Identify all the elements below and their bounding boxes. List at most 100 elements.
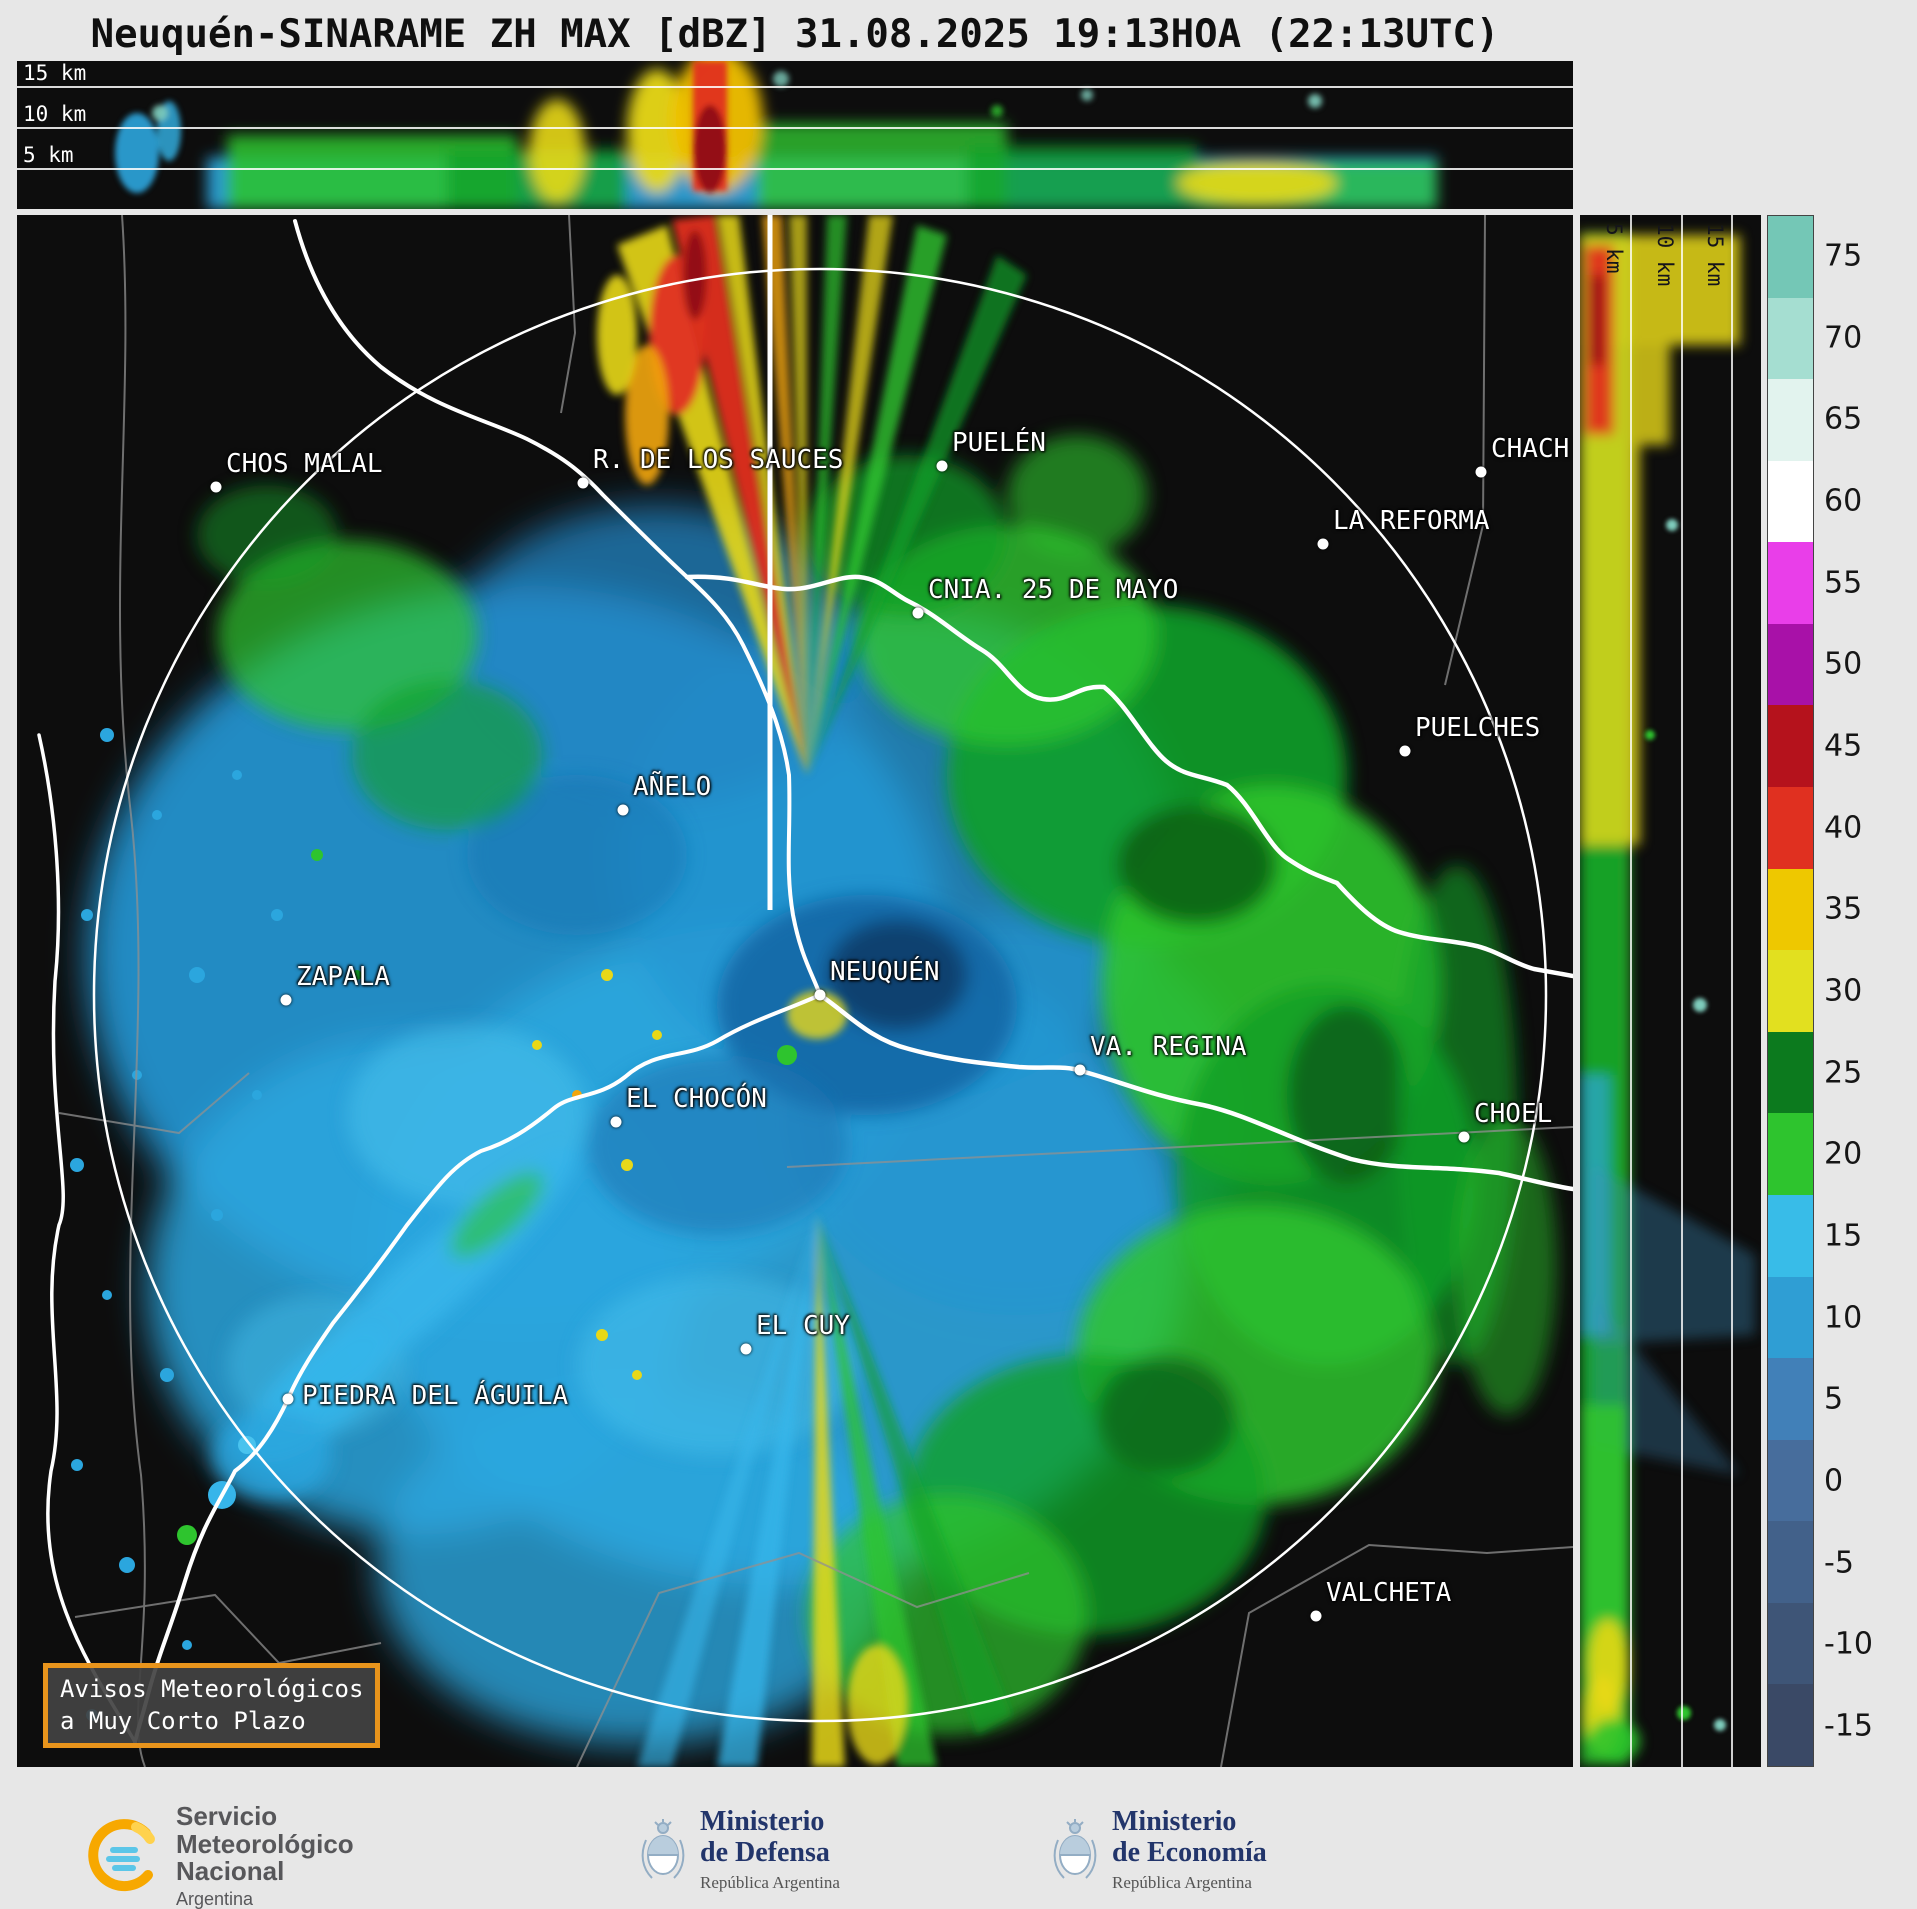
colorbar-segment [1768,868,1813,951]
colorbar-segment [1768,1358,1813,1440]
economia-subtitle: República Argentina [1112,1872,1252,1892]
colorbar-tick: 30 [1824,973,1863,1009]
city-marker [610,1116,622,1128]
colorbar-tick: 40 [1824,810,1863,846]
colorbar-tick: 75 [1824,238,1863,274]
top-echo-blobs [207,61,1437,209]
defensa-subtitle: República Argentina [700,1872,840,1892]
colorbar-tick: -15 [1824,1708,1873,1744]
city-label: EL CHOCÓN [626,1084,767,1114]
smn-logo-icon [88,1819,155,1892]
altitude-gridline [1630,215,1632,1767]
city-marker [740,1343,752,1355]
colorbar-segment [1768,1113,1813,1195]
city-label: CHACH [1491,434,1570,464]
right-cross-section-panel: 5 km 10 km 15 km [1580,215,1761,1767]
colorbar-segment [1768,1031,1813,1114]
warning-box[interactable]: Avisos Meteorológicos a Muy Corto Plazo [43,1663,381,1749]
radar-map-art [17,215,1573,1767]
right-cross-section-echoes [1580,215,1761,1767]
city-label: R. DE LOS SAUCES [593,445,844,475]
colorbar-tick: 50 [1824,646,1863,682]
city-label: VALCHETA [1326,1578,1452,1608]
city-marker [1399,745,1411,757]
city-label: ZAPALA [296,962,390,992]
top-cross-section-echoes [17,61,1573,209]
city-label: NEUQUÉN [830,957,940,987]
city-label: CNIA. 25 DE MAYO [928,575,1179,605]
colorbar-segment [1768,623,1813,706]
colorbar-segment [1768,379,1813,461]
altitude-label: 10 km [23,102,87,126]
city-label: CHOEL [1474,1099,1553,1129]
colorbar-segment [1768,542,1813,624]
right-echo-specks [1645,519,1726,1731]
defensa-name-line-1: Ministerio [700,1806,825,1837]
colorbar-tick: 15 [1824,1218,1863,1254]
city-marker [617,804,629,816]
colorbar-tick: -5 [1824,1545,1854,1581]
colorbar-segment [1768,1439,1813,1522]
colorbar-tick: 55 [1824,565,1863,601]
altitude-gridline [1681,215,1683,1767]
altitude-label: 5 km [1602,223,1626,274]
coat-of-arms-icon [641,1818,685,1879]
province-borders [58,215,1573,1767]
city-marker [1317,538,1329,550]
colorbar-tick: 45 [1824,728,1863,764]
city-label: CHOS MALAL [226,449,383,479]
colorbar-tick: 10 [1824,1300,1863,1336]
colorbar-tick-labels: 75 70 65 60 55 50 45 40 35 30 25 20 15 10 5 0 -5 -10 -15 [1824,215,1914,1767]
colorbar-tick: 35 [1824,891,1863,927]
colorbar-tick: 60 [1824,483,1863,519]
city-label: PUELÉN [952,428,1046,458]
echo-detail [197,435,1557,1735]
smn-name-line-3: Nacional [176,1856,285,1887]
altitude-gridline [17,168,1573,170]
defensa-name-line-2: de Defensa [700,1836,830,1868]
warning-line-1: Avisos Meteorológicos [60,1675,364,1703]
city-label: PIEDRA DEL ÁGUILA [302,1381,569,1411]
colorbar-segment [1768,705,1813,788]
city-marker [1458,1131,1470,1143]
colorbar-segment [1768,216,1813,298]
city-marker [1310,1610,1322,1622]
range-ring [92,267,1548,1723]
colorbar-tick: 25 [1824,1055,1863,1091]
colorbar-tick: 70 [1824,320,1863,356]
rivers [37,219,1573,1744]
radar-map-panel: CHOS MALAL R. DE LOS SAUCES PUELÉN CHACH LA … [17,215,1573,1767]
colorbar-segment [1768,1602,1813,1685]
city-label: EL CUY [756,1311,850,1341]
colorbar-segment [1768,1194,1813,1277]
colorbar [1767,215,1814,1767]
city-label: AÑELO [633,772,712,802]
city-marker [210,481,222,493]
defensa-logo-block: Ministerio de Defensa República Argentin… [640,1806,840,1893]
smn-name-line-2: Meteorológico [176,1828,354,1859]
warning-line-2: a Muy Corto Plazo [60,1706,306,1735]
colorbar-segment [1768,1684,1813,1766]
altitude-gridline [17,86,1573,88]
colorbar-segment [1768,297,1813,380]
city-marker [280,994,292,1006]
city-label: VA. REGINA [1090,1032,1247,1062]
city-label: LA REFORMA [1333,506,1490,536]
colorbar-segment [1768,1276,1813,1359]
echo-streaks [597,215,1027,1767]
altitude-label: 15 km [23,61,87,85]
colorbar-tick: 20 [1824,1136,1863,1172]
top-cross-section-panel: 15 km 10 km 5 km [17,61,1573,209]
economia-logo-block: Ministerio de Economía República Argenti… [1052,1806,1267,1893]
colorbar-segment [1768,787,1813,869]
city-marker [912,607,924,619]
colorbar-segment [1768,1521,1813,1603]
smn-country: Argentina [176,1888,254,1909]
colorbar-tick: -10 [1824,1626,1873,1662]
city-marker [1475,466,1487,478]
altitude-gridline [17,127,1573,129]
economia-name-line-2: de Economía [1112,1836,1267,1868]
colorbar-tick: 0 [1824,1463,1844,1499]
colorbar-segment [1768,460,1813,543]
